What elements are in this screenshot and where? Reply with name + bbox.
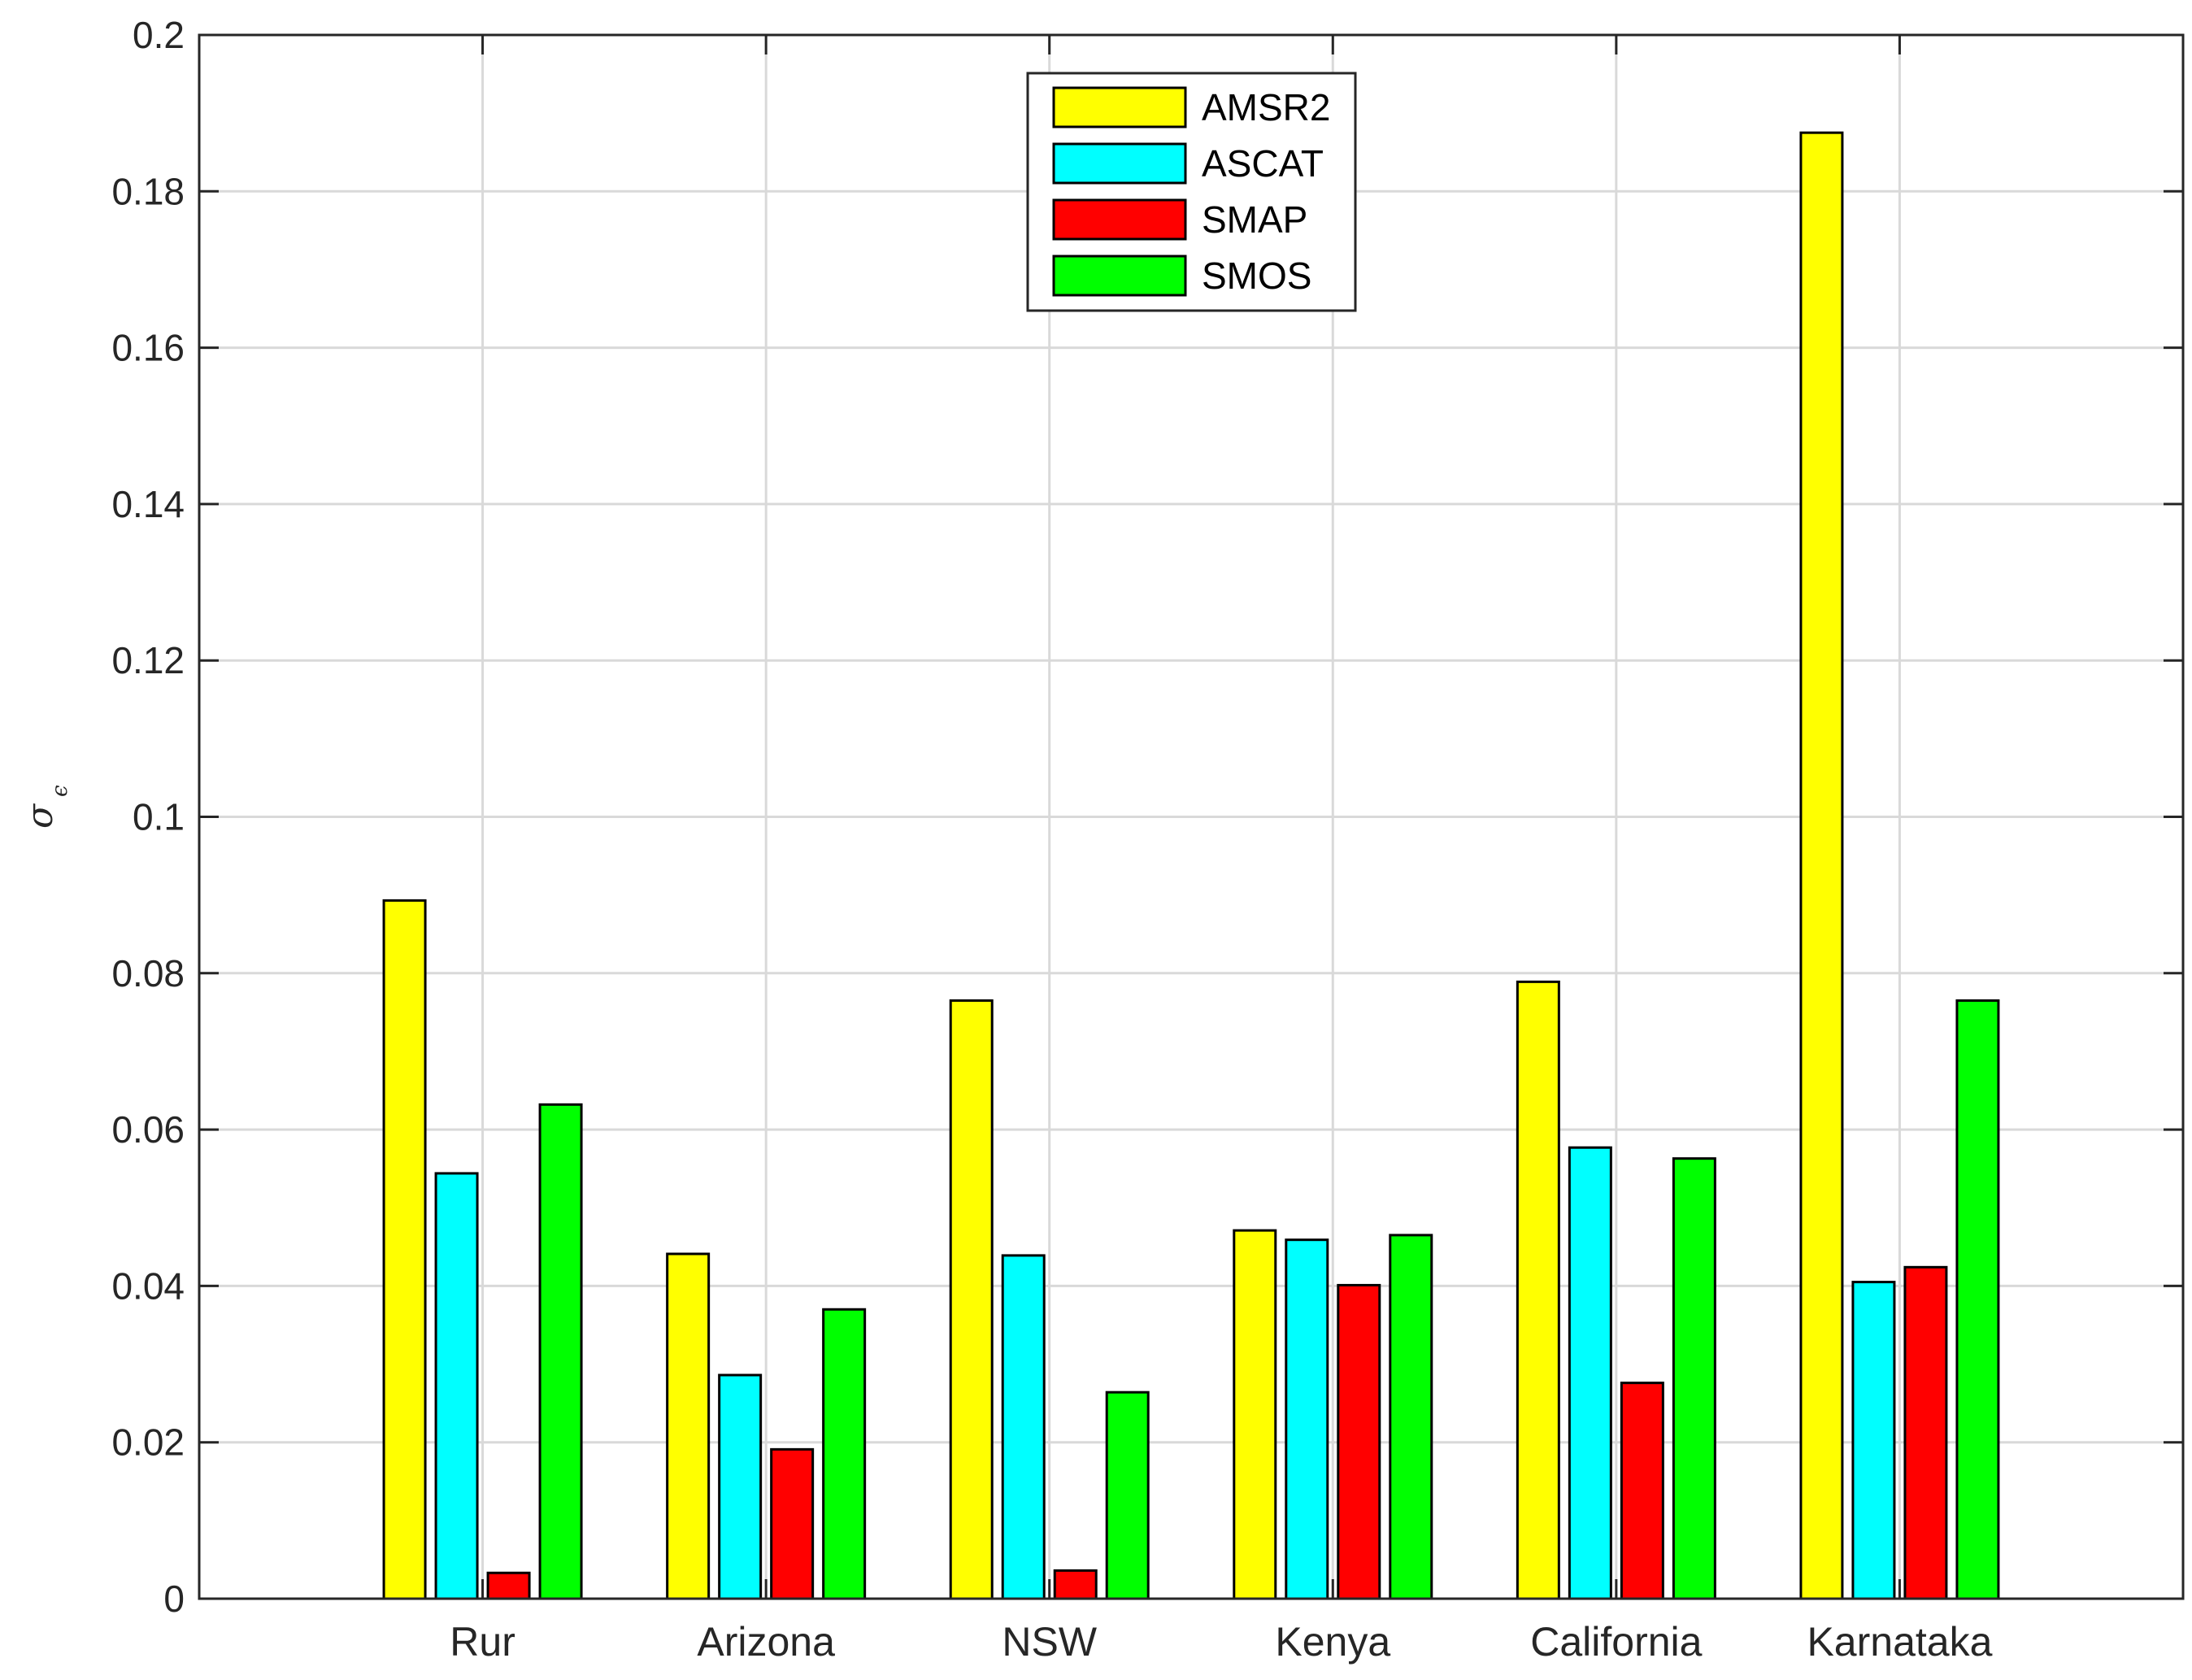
bar-amsr2-rur (382, 899, 427, 1600)
bar-amsr2-karnataka (1799, 131, 1844, 1600)
legend-swatch-smap (1052, 198, 1187, 241)
y-tick-label: 0.04 (111, 1264, 185, 1307)
x-tick-label-rur: Rur (450, 1619, 515, 1665)
bar-ascat-karnataka (1851, 1281, 1896, 1600)
y-axis-label-subscript: ϵ (48, 785, 72, 797)
x-tick-label-california: California (1530, 1619, 1702, 1665)
bar-smap-nsw (1053, 1569, 1098, 1600)
legend-swatch-ascat (1052, 142, 1187, 185)
bar-smap-arizona (770, 1447, 815, 1600)
bar-smos-california (1672, 1157, 1716, 1600)
bar-ascat-nsw (1001, 1254, 1046, 1600)
bar-ascat-kenya (1285, 1238, 1329, 1600)
y-axis-label-symbol: σ (20, 803, 61, 829)
y-tick-label: 0.12 (111, 639, 185, 681)
bar-smap-kenya (1337, 1283, 1381, 1600)
y-axis: 0 0.02 0.04 0.06 0.08 0.1 0.12 0.14 0.16 0.18 0.2 (111, 14, 2183, 1620)
x-tick-label-arizona: Arizona (697, 1619, 835, 1665)
y-tick-label: 0.06 (111, 1108, 185, 1151)
bar-amsr2-california (1516, 980, 1560, 1600)
bar-amsr2-nsw (949, 999, 994, 1600)
bars (382, 131, 2000, 1600)
bar-smap-rur (486, 1571, 531, 1600)
bar-smos-rur (538, 1103, 583, 1600)
legend-swatch-amsr2 (1052, 86, 1187, 128)
bar-smos-karnataka (1955, 999, 2000, 1600)
bar-smap-california (1620, 1382, 1664, 1600)
bar-smos-kenya (1389, 1234, 1433, 1600)
x-axis: Rur Arizona NSW Kenya California Karnataka (450, 35, 1993, 1665)
bar-ascat-arizona (718, 1373, 763, 1600)
bar-smap-karnataka (1903, 1265, 1948, 1600)
y-tick-label: 0 (163, 1578, 185, 1620)
y-tick-label: 0.14 (111, 483, 185, 525)
bar-amsr2-kenya (1233, 1229, 1277, 1600)
bar-ascat-california (1568, 1146, 1612, 1600)
bar-smos-arizona (822, 1308, 867, 1600)
x-tick-label-nsw: NSW (1002, 1619, 1097, 1665)
bar-ascat-rur (434, 1172, 479, 1600)
y-tick-label: 0.18 (111, 170, 185, 212)
bar-smos-nsw (1105, 1391, 1150, 1600)
y-tick-label: 0.02 (111, 1421, 185, 1464)
legend-swatch-smos (1052, 255, 1187, 297)
legend-label-smos: SMOS (1202, 255, 1311, 297)
bar-amsr2-arizona (666, 1252, 711, 1600)
legend-label-amsr2: AMSR2 (1202, 86, 1330, 128)
y-tick-label: 0.2 (133, 14, 185, 56)
x-tick-label-karnataka: Karnataka (1807, 1619, 1992, 1665)
x-tick-label-kenya: Kenya (1275, 1619, 1390, 1665)
legend: AMSR2 ASCAT SMAP SMOS (1026, 72, 1357, 312)
legend-label-ascat: ASCAT (1202, 142, 1324, 185)
legend-label-smap: SMAP (1202, 198, 1307, 241)
y-tick-label: 0.1 (133, 796, 185, 838)
y-tick-label: 0.08 (111, 952, 185, 995)
y-tick-label: 0.16 (111, 327, 185, 369)
y-axis-label: σ ϵ (20, 785, 72, 829)
grid-lines (199, 35, 2183, 1599)
